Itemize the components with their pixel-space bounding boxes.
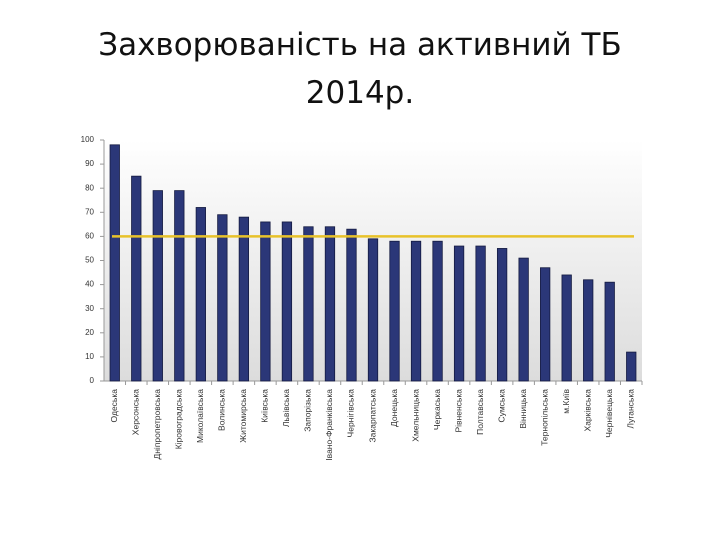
y-tick-label: 40 — [85, 280, 94, 289]
x-tick-label: Черкаська — [432, 389, 442, 430]
bar — [583, 279, 594, 382]
x-tick-label: Волинська — [217, 389, 227, 431]
y-tick-label: 60 — [85, 232, 94, 241]
x-tick-label: Донецька — [389, 389, 399, 427]
chart-title: Захворюваність на активний ТБ — [98, 27, 622, 63]
bar — [410, 240, 422, 382]
bar — [518, 257, 529, 382]
y-tick-label: 90 — [85, 159, 94, 168]
x-tick-label: Херсонська — [131, 389, 141, 435]
bar — [195, 207, 206, 382]
x-tick-label: Закарпатська — [367, 389, 377, 443]
x-tick-label: Одеська — [109, 389, 119, 423]
x-tick-label: Київська — [260, 389, 270, 423]
x-tick-label: Рівненська — [453, 389, 463, 433]
bar — [324, 226, 336, 382]
y-tick-label: 0 — [90, 376, 95, 385]
bar — [453, 245, 465, 382]
bar — [217, 214, 228, 382]
x-tick-label: Харківська — [582, 389, 592, 432]
y-tick-label: 80 — [85, 183, 94, 192]
x-tick-label: Миколаївська — [195, 389, 205, 443]
x-tick-label: Запорізька — [303, 389, 313, 432]
x-tick-label: Вінницька — [518, 389, 528, 429]
bar — [561, 274, 572, 382]
y-tick-label: 50 — [85, 256, 94, 265]
bar — [367, 238, 379, 382]
bar — [626, 351, 637, 382]
bar — [604, 281, 615, 382]
bar — [109, 144, 120, 382]
x-tick-label: Тернопільська — [539, 389, 549, 446]
x-tick-label: Дніпропетровська — [152, 389, 162, 460]
x-tick-label: Луганська — [625, 389, 635, 429]
bar — [260, 221, 271, 382]
bar — [174, 190, 185, 382]
y-tick-label: 70 — [85, 207, 94, 216]
y-tick-label: 100 — [81, 135, 95, 144]
x-tick-label: Львівська — [281, 389, 291, 427]
y-tick-label: 30 — [85, 304, 94, 313]
bar — [238, 216, 250, 382]
x-tick-label: Чернівецька — [604, 389, 614, 438]
x-tick-label: Полтавська — [475, 389, 485, 435]
bar — [131, 175, 142, 382]
x-tick-label: Хмельницька — [410, 389, 420, 442]
x-tick-label: м.Київ — [561, 389, 571, 414]
bar — [432, 240, 443, 382]
x-tick-label: Житомирська — [238, 389, 248, 443]
bar — [303, 226, 314, 382]
y-tick-label: 10 — [85, 352, 94, 361]
x-tick-label: Івано-Франківська — [324, 389, 334, 461]
bar — [496, 248, 508, 382]
chart-title: 2014р. — [306, 75, 414, 111]
bar — [281, 221, 293, 382]
bar — [389, 240, 400, 382]
bar — [346, 228, 357, 382]
y-tick-label: 20 — [85, 328, 94, 337]
bar — [475, 245, 486, 382]
x-tick-label: Кіровоградська — [174, 389, 184, 450]
x-tick-label: Чернігівська — [346, 389, 356, 438]
x-tick-label: Сумська — [496, 389, 506, 423]
bar — [152, 190, 163, 382]
bar — [540, 267, 551, 382]
